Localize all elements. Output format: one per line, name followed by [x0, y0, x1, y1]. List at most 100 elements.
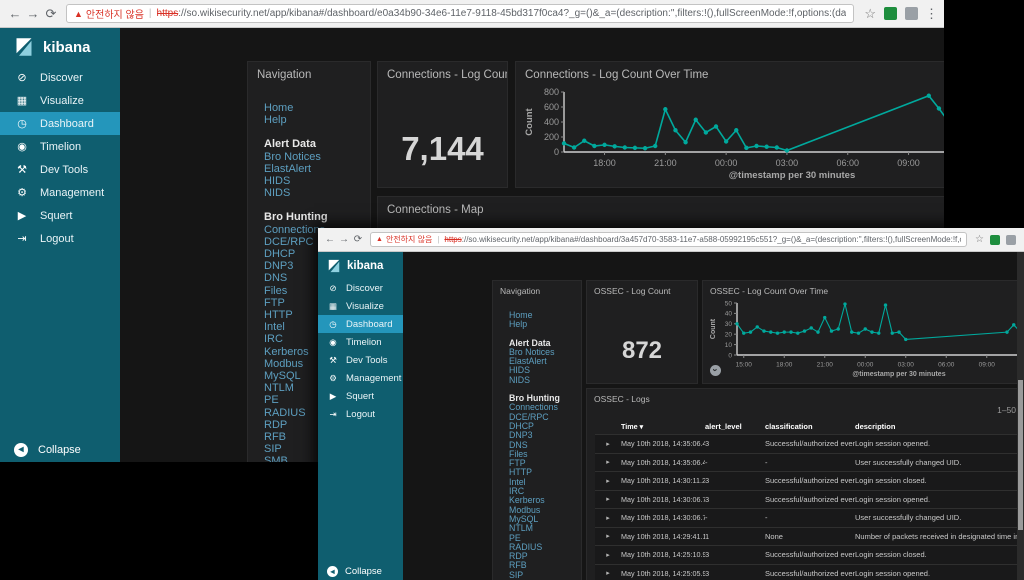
nav-link-dce-rpc[interactable]: DCE/RPC: [264, 235, 314, 248]
nav-link-home[interactable]: Home: [509, 310, 533, 320]
nav-link-dnp3[interactable]: DNP3: [509, 430, 533, 441]
browser-back-button[interactable]: ←: [325, 234, 335, 245]
browser-back-button[interactable]: ←: [8, 6, 22, 21]
browser-reload-button[interactable]: ⟳: [45, 5, 57, 21]
nav-link-files[interactable]: Files: [509, 448, 528, 459]
sidebar-item-dev-tools[interactable]: ⚒ Dev Tools: [0, 158, 120, 181]
nav-link-help[interactable]: Help: [264, 114, 287, 127]
nav-link-dns[interactable]: DNS: [509, 439, 528, 450]
sidebar-item-dashboard[interactable]: ◷ Dashboard: [318, 315, 403, 333]
column-header-description[interactable]: description: [855, 422, 896, 431]
nav-link-modbus[interactable]: Modbus: [264, 357, 304, 370]
nav-link-rfb[interactable]: RFB: [509, 560, 527, 571]
window-scrollbar[interactable]: [1017, 252, 1024, 580]
nav-link-irc[interactable]: IRC: [264, 333, 283, 346]
nav-link-intel[interactable]: Intel: [264, 321, 285, 334]
expand-row-icon[interactable]: ▸: [606, 477, 610, 485]
nav-link-ntlm[interactable]: NTLM: [264, 382, 294, 395]
nav-link-home[interactable]: Home: [264, 102, 294, 114]
column-header-time[interactable]: Time ▾: [621, 422, 644, 431]
sidebar-collapse-button[interactable]: ◂ Collapse: [0, 438, 120, 462]
expand-row-icon[interactable]: ▸: [606, 570, 610, 578]
nav-link-modbus[interactable]: Modbus: [509, 504, 541, 515]
nav-link-connections[interactable]: Connections: [509, 402, 558, 413]
nav-link-rdp[interactable]: RDP: [509, 551, 528, 562]
nav-link-nids[interactable]: NIDS: [264, 187, 291, 200]
expand-row-icon[interactable]: ▸: [606, 496, 610, 504]
sidebar-item-dev-tools[interactable]: ⚒ Dev Tools: [318, 351, 403, 369]
nav-link-help[interactable]: Help: [509, 319, 528, 330]
nav-link-rfb[interactable]: RFB: [264, 431, 286, 444]
column-header-alert-level[interactable]: alert_level: [705, 422, 742, 431]
sidebar-item-dashboard[interactable]: ◷ Dashboard: [0, 112, 120, 135]
extension-icon-gray[interactable]: [905, 7, 918, 20]
browser-menu-icon[interactable]: ⋮: [925, 5, 938, 21]
table-row[interactable]: ▸ May 10th 2018, 14:25:05.9803 Successful/…: [595, 563, 1024, 580]
nav-link-ntlm[interactable]: NTLM: [509, 523, 533, 534]
expand-row-icon[interactable]: ▸: [606, 514, 610, 522]
table-row[interactable]: ▸May 10th 2018, 14:30:06.747--User succe…: [595, 508, 1024, 527]
nav-link-nids[interactable]: NIDS: [509, 374, 531, 385]
sidebar-item-timelion[interactable]: ◉ Timelion: [318, 333, 403, 351]
nav-link-mysql[interactable]: MySQL: [264, 370, 301, 383]
sidebar-item-logout[interactable]: ⇥ Logout: [318, 405, 403, 423]
expand-row-icon[interactable]: ▸: [606, 440, 610, 448]
browser-forward-button[interactable]: →: [26, 6, 40, 21]
nav-link-hids[interactable]: HIDS: [264, 175, 291, 188]
table-row[interactable]: ▸ May 10th 2018, 14:29:41.1891 None Number …: [595, 526, 1024, 545]
nav-link-ftp[interactable]: FTP: [264, 296, 285, 309]
expand-row-icon[interactable]: ▸: [606, 551, 610, 559]
nav-link-bro-notices[interactable]: Bro Notices: [264, 150, 321, 163]
nav-link-http[interactable]: HTTP: [264, 309, 293, 322]
nav-link-elastalert[interactable]: ElastAlert: [264, 162, 312, 175]
nav-link-files[interactable]: Files: [264, 284, 288, 297]
sidebar-item-squert[interactable]: ▶ Squert: [0, 204, 120, 227]
nav-link-radius[interactable]: RADIUS: [509, 541, 543, 552]
nav-link-smb[interactable]: SMB: [264, 455, 288, 462]
nav-link-sip[interactable]: SIP: [264, 443, 282, 456]
nav-link-intel[interactable]: Intel: [509, 476, 526, 487]
browser-forward-button[interactable]: →: [339, 234, 349, 245]
nav-link-kerberos[interactable]: Kerberos: [264, 345, 309, 358]
table-row[interactable]: ▸ May 10th 2018, 14:35:06.4943 Successful/…: [595, 434, 1024, 453]
nav-link-hids[interactable]: HIDS: [509, 365, 531, 376]
table-row[interactable]: ▸ May 10th 2018, 14:30:11.225 3 Successful/…: [595, 471, 1024, 490]
nav-link-http[interactable]: HTTP: [509, 467, 532, 478]
table-row[interactable]: ▸ May 10th 2018, 14:30:06.7473 Successful/…: [595, 489, 1024, 508]
column-header-classification[interactable]: classification: [765, 422, 813, 431]
nav-link-radius[interactable]: RADIUS: [264, 406, 306, 419]
ossec-log-count-over-time-chart[interactable]: 0 10 20 30 40 50 15:00 18:00 21:00 00:00 03:00 06:0…: [709, 298, 1024, 381]
connections-log-count-over-time-chart[interactable]: 0 200 400 600 800 18:00 21:00 00:00 03:00 06:00 09…: [524, 84, 944, 184]
browser-reload-button[interactable]: ⟳: [353, 234, 363, 245]
nav-link-kerberos[interactable]: Kerberos: [509, 495, 545, 506]
bookmark-star-icon[interactable]: ☆: [975, 234, 984, 245]
scroll-up-icon[interactable]: ›: [710, 365, 721, 376]
sidebar-item-management[interactable]: ⚙ Management: [0, 181, 120, 204]
table-row[interactable]: ▸ May 10th 2018, 14:25:10.9853 Successful/…: [595, 545, 1024, 564]
nav-link-dns[interactable]: DNS: [264, 272, 288, 285]
sidebar-item-timelion[interactable]: ◉ Timelion: [0, 135, 120, 158]
nav-link-rdp[interactable]: RDP: [264, 418, 288, 431]
sidebar-collapse-button[interactable]: ◂ Collapse: [318, 562, 403, 580]
bookmark-star-icon[interactable]: ☆: [864, 5, 876, 21]
sidebar-item-discover[interactable]: ⊘ Discover: [318, 279, 403, 297]
nav-link-sip[interactable]: SIP: [509, 569, 524, 580]
nav-link-mysql[interactable]: MySQL: [509, 513, 539, 524]
extension-icon-green[interactable]: [990, 234, 1000, 245]
nav-link-dce-rpc[interactable]: DCE/RPC: [509, 411, 549, 422]
table-row[interactable]: ▸May 10th 2018, 14:35:06.493--User succe…: [595, 452, 1024, 471]
sidebar-item-visualize[interactable]: ▦ Visualize: [318, 297, 403, 315]
nav-link-dhcp[interactable]: DHCP: [509, 420, 534, 431]
extension-icon-gray[interactable]: [1006, 234, 1016, 245]
sidebar-item-squert[interactable]: ▶ Squert: [318, 387, 403, 405]
extension-icon-green[interactable]: [884, 7, 897, 20]
expand-row-icon[interactable]: ▸: [606, 533, 610, 541]
sidebar-item-logout[interactable]: ⇥ Logout: [0, 227, 120, 250]
nav-link-elastalert[interactable]: ElastAlert: [509, 356, 547, 367]
address-bar[interactable]: ▲ 안전하지 않음 | https://so.wikisecurity.net/…: [370, 232, 968, 247]
address-bar[interactable]: ▲ 안전하지 않음 | https://so.wikisecurity.net/…: [66, 4, 855, 23]
nav-link-connections[interactable]: Connections: [264, 223, 326, 236]
nav-link-dnp3[interactable]: DNP3: [264, 260, 294, 273]
nav-link-bro-notices[interactable]: Bro Notices: [509, 346, 555, 357]
nav-link-dhcp[interactable]: DHCP: [264, 248, 296, 261]
